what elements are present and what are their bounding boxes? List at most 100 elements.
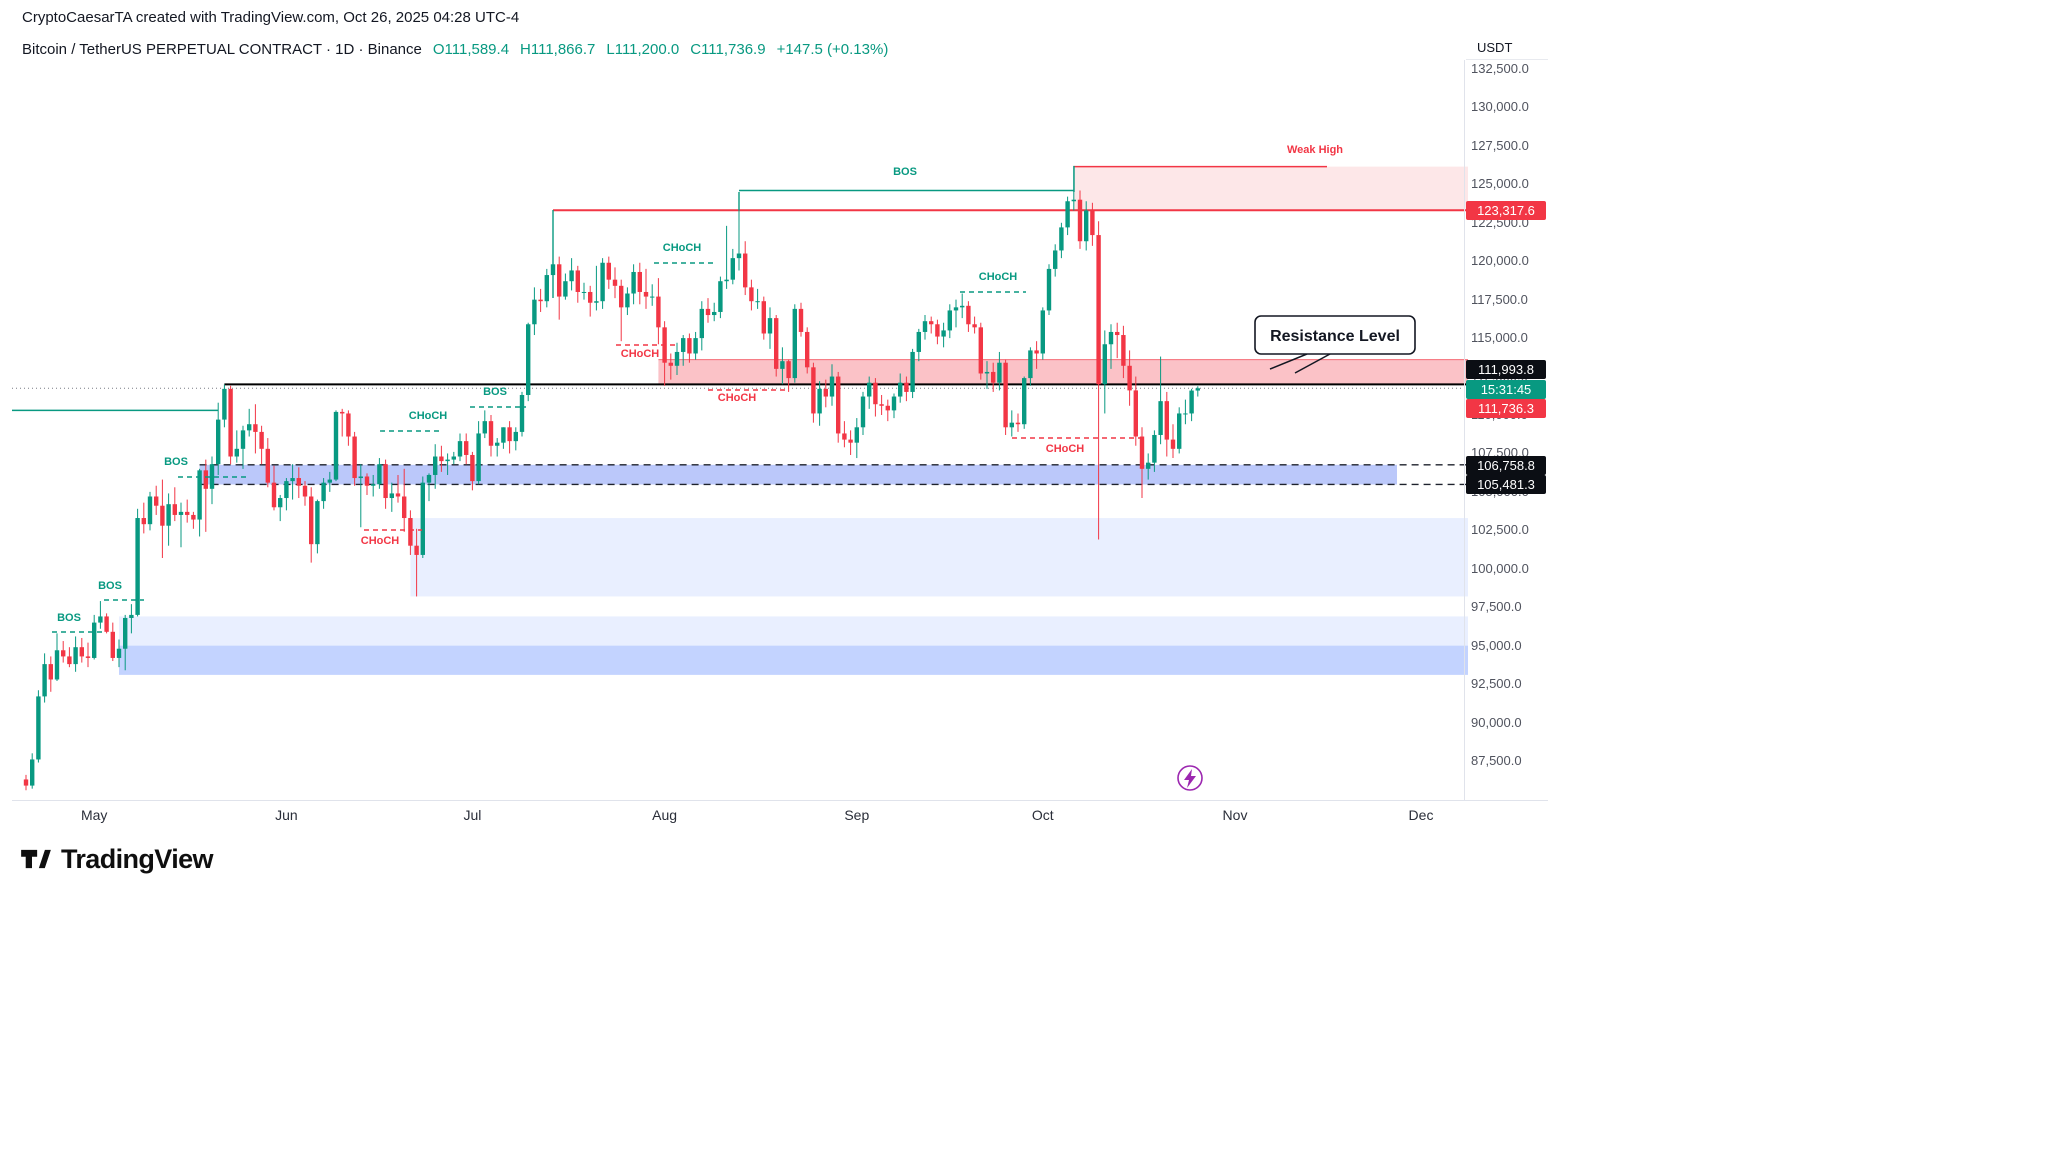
candle-body: [395, 493, 401, 497]
lower-band-medium-zone[interactable]: [119, 645, 1468, 675]
structure-label[interactable]: CHoCH: [621, 348, 660, 360]
candle-body: [1189, 390, 1194, 414]
structure-label[interactable]: CHoCH: [718, 392, 757, 404]
candle-body: [854, 427, 859, 443]
demand-light-zone[interactable]: [410, 518, 1468, 597]
candle-body: [116, 648, 122, 658]
structure-label[interactable]: BOS: [893, 166, 917, 178]
candle-body: [873, 382, 878, 405]
candle-body: [1121, 335, 1126, 366]
candle-body: [1096, 235, 1101, 385]
candle-body: [284, 481, 289, 499]
structure-label[interactable]: CHoCH: [979, 271, 1018, 283]
chart-plot[interactable]: BOS BOS BOS CHoCH CHoCH BOS CHoCH CHoCH CHoCH BOS…: [12, 60, 1468, 800]
lower-band-light-zone[interactable]: [119, 616, 1468, 646]
price-tag: 106,758.8: [1466, 455, 1546, 475]
price-tick: 102,500.0: [1471, 522, 1529, 538]
price-tag: 111,993.8: [1466, 359, 1546, 379]
candle-body: [30, 759, 35, 786]
candle-body: [278, 498, 283, 508]
candle-body: [240, 430, 246, 449]
candle-body: [470, 454, 475, 482]
structure-label[interactable]: CHoCH: [409, 410, 448, 422]
candle-body: [203, 470, 208, 489]
candle-body: [1022, 378, 1027, 425]
candle-body: [594, 301, 599, 303]
candle-body: [290, 478, 295, 482]
candle-body: [1195, 388, 1200, 391]
structure-label[interactable]: BOS: [483, 386, 507, 398]
price-axis[interactable]: 132,500.0 130,000.0 127,500.0 125,000.0 122,…: [1466, 60, 1548, 800]
candle-body: [135, 518, 140, 615]
candle-body: [129, 614, 134, 618]
candle-body: [1059, 227, 1064, 251]
candle-body: [519, 395, 525, 432]
candle-body: [1146, 462, 1151, 469]
time-axis[interactable]: May Jun Jul Aug Sep Oct Nov Dec: [12, 800, 1548, 831]
candle-body: [482, 421, 487, 434]
candle-body: [588, 291, 593, 303]
candle-body: [848, 439, 853, 443]
candle-body: [910, 351, 915, 392]
candle-body: [612, 279, 618, 286]
candle-body: [1077, 199, 1083, 242]
candle-body: [643, 291, 649, 297]
candle-body: [265, 448, 270, 483]
candle-body: [327, 479, 332, 483]
candle-body: [1053, 250, 1058, 269]
price-tick: 125,000.0: [1471, 176, 1529, 192]
structure-label[interactable]: CHoCH: [361, 535, 400, 547]
price-tick: 100,000.0: [1471, 560, 1529, 576]
candle-body: [575, 270, 580, 292]
candle-body: [842, 433, 847, 440]
candle-body: [191, 514, 196, 520]
candle-body: [898, 382, 903, 397]
price-tag: 123,317.6: [1466, 200, 1546, 220]
candle-body: [352, 436, 357, 479]
candle-body: [54, 650, 60, 680]
structure-label[interactable]: Weak High: [1287, 144, 1343, 156]
weak-high-zone[interactable]: [1073, 166, 1468, 211]
structure-label[interactable]: BOS: [98, 580, 122, 592]
tradingview-logo[interactable]: TradingView: [20, 843, 214, 875]
candle-body: [1127, 365, 1132, 391]
callout-box[interactable]: [1254, 315, 1416, 355]
resistance-zone[interactable]: [658, 359, 1468, 385]
candle-body: [1158, 401, 1163, 435]
candle-body: [544, 275, 549, 302]
candle-body: [749, 287, 754, 302]
candle-body: [451, 456, 456, 460]
candle-body: [42, 664, 47, 697]
candle-body: [991, 371, 996, 383]
candle-body: [631, 271, 636, 294]
candle-body: [904, 382, 909, 392]
candle-body: [1065, 201, 1070, 228]
candle-body: [439, 456, 444, 462]
callout-text: Resistance Level: [1270, 328, 1400, 345]
candle-body: [1183, 413, 1188, 415]
demand-purple-zone[interactable]: [199, 464, 1398, 485]
price-tag: 105,481.3: [1466, 474, 1546, 494]
candle-body: [743, 253, 748, 288]
candle-body: [309, 496, 314, 545]
candle-body: [922, 321, 928, 332]
axis-separator: [1464, 60, 1465, 801]
symbol-bar: Bitcoin / TetherUS PERPETUAL CONTRACT · …: [22, 41, 888, 58]
price-tick: 120,000.0: [1471, 253, 1529, 269]
structure-label[interactable]: BOS: [164, 456, 188, 468]
candle-body: [699, 308, 704, 339]
candle-body: [302, 485, 308, 497]
candle-body: [147, 496, 153, 525]
candle-body: [222, 388, 227, 420]
structure-label[interactable]: BOS: [57, 612, 81, 624]
structure-label[interactable]: CHoCH: [663, 242, 702, 254]
tradingview-logo-text: TradingView: [61, 843, 214, 874]
candle-body: [1164, 401, 1169, 440]
attribution-text: CryptoCaesarTA created with TradingView.…: [22, 9, 520, 26]
structure-label[interactable]: CHoCH: [1046, 443, 1085, 455]
candle-body: [110, 631, 115, 658]
symbol-title[interactable]: Bitcoin / TetherUS PERPETUAL CONTRACT · …: [22, 41, 422, 58]
candle-body: [557, 264, 562, 297]
candle-body: [445, 459, 450, 462]
ohlc-change: +147.5 (+0.13%): [776, 41, 889, 58]
